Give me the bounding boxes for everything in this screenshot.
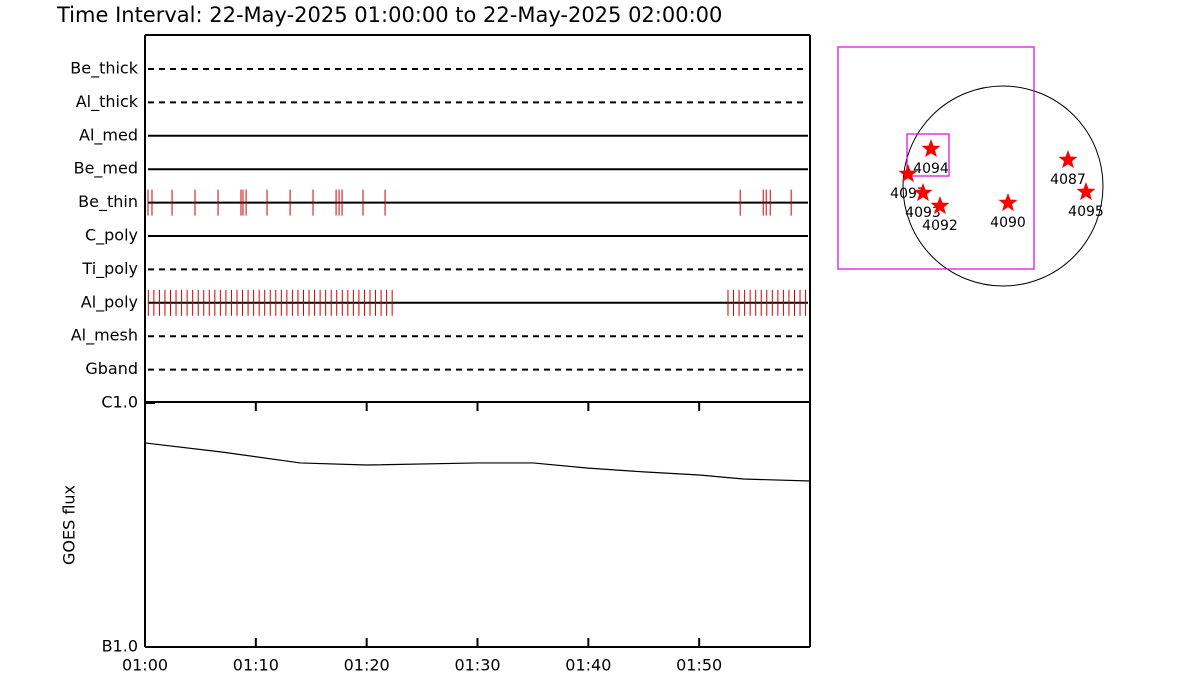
region-label: 4087 bbox=[1050, 172, 1086, 188]
region-label: 4095 bbox=[1068, 204, 1104, 220]
row-label: Al_poly bbox=[81, 292, 138, 312]
row-label: Gband bbox=[85, 359, 138, 378]
solar-disk bbox=[902, 85, 1104, 287]
row-label: Al_med bbox=[79, 125, 138, 145]
x-tick-label: 01:10 bbox=[233, 656, 279, 675]
y-tick-label: C1.0 bbox=[101, 393, 138, 412]
region-label: 4094 bbox=[913, 161, 949, 177]
y-axis-label: GOES flux bbox=[60, 485, 79, 565]
x-tick-label: 01:50 bbox=[676, 656, 722, 675]
fov-box bbox=[837, 46, 1035, 270]
x-tick-label: 01:40 bbox=[565, 656, 611, 675]
region-label: 4092 bbox=[922, 218, 958, 234]
row-label: Be_thin bbox=[78, 192, 138, 212]
region-star bbox=[1076, 182, 1096, 201]
y-tick-label: B1.0 bbox=[102, 637, 138, 656]
x-tick-label: 01:20 bbox=[344, 656, 390, 675]
row-label: Be_med bbox=[74, 159, 138, 179]
region-star bbox=[898, 164, 918, 183]
row-label: Ti_poly bbox=[81, 259, 138, 279]
x-tick-label: 01:00 bbox=[122, 656, 168, 675]
chart-title: Time Interval: 22-May-2025 01:00:00 to 2… bbox=[56, 3, 722, 27]
region-label: 4093 bbox=[905, 205, 941, 221]
fov-box bbox=[906, 133, 950, 177]
row-label: Be_thick bbox=[70, 59, 138, 79]
x-tick-label: 01:30 bbox=[454, 656, 500, 675]
region-star bbox=[921, 139, 941, 158]
region-label: 4090 bbox=[990, 215, 1026, 231]
row-label: Al_thick bbox=[76, 92, 139, 112]
row-label: Al_mesh bbox=[71, 326, 138, 346]
region-star bbox=[998, 193, 1018, 212]
region-star bbox=[1058, 150, 1078, 169]
goes-line bbox=[144, 442, 811, 482]
row-label: C_poly bbox=[85, 226, 138, 246]
region-star bbox=[930, 196, 950, 215]
region-star bbox=[913, 183, 933, 202]
